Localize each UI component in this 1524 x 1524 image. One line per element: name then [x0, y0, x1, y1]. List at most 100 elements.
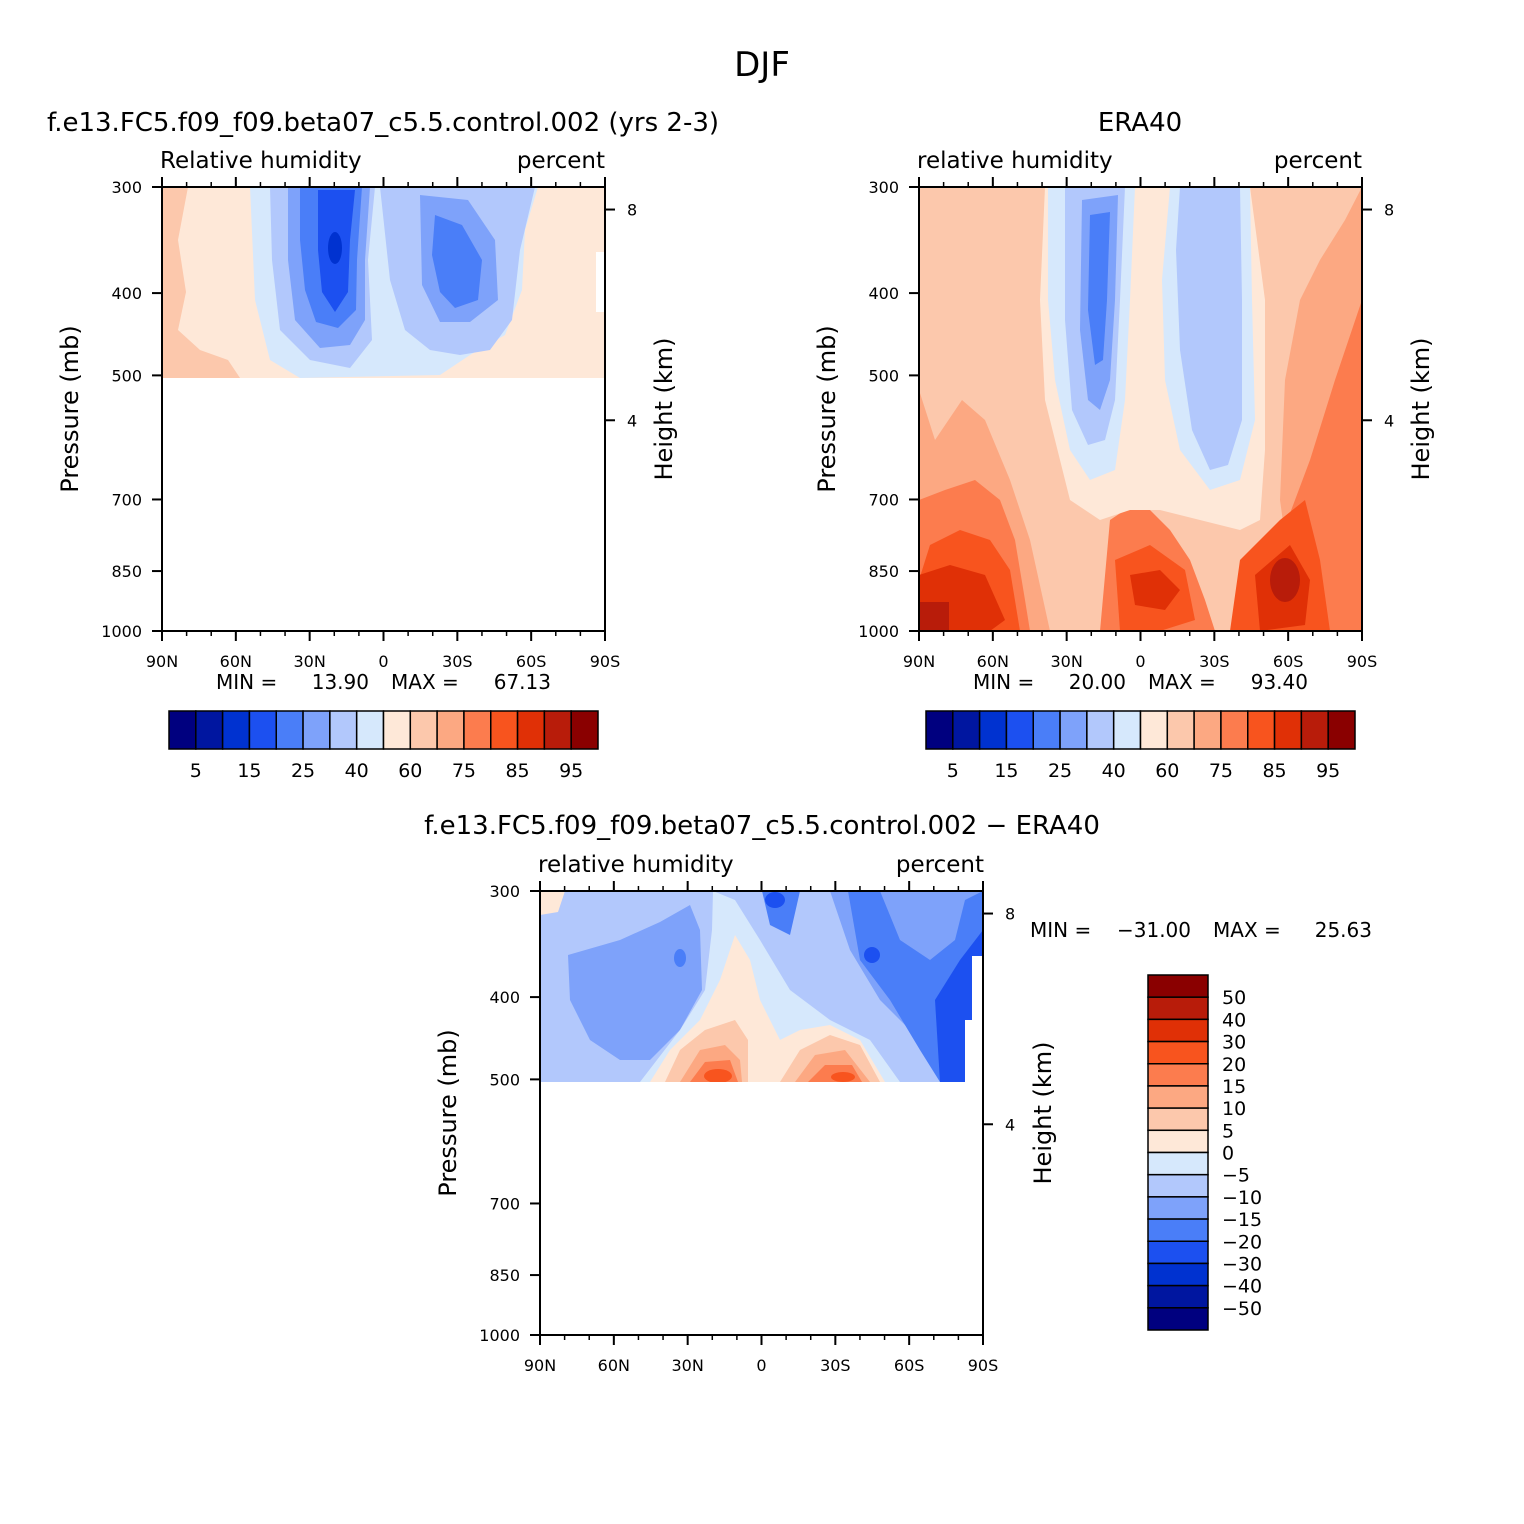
y-tick-label: 700 [111, 490, 142, 509]
contour-band [919, 602, 949, 631]
panel-diff-ticks: 90N 60N 30N 0 30S 60S 90S 300 400 500 700 850 1000 8 4 [479, 881, 1015, 1375]
contour-band [432, 215, 482, 308]
panel-obs-left-label: relative humidity [917, 148, 1113, 174]
colorbar-label: 20 [1222, 1054, 1246, 1076]
missing-data-strip [965, 1020, 983, 1082]
panel-obs-max-label: MAX = [1148, 670, 1216, 694]
colorbar-label: 40 [1222, 1009, 1246, 1031]
colorbar-label: 60 [398, 760, 422, 782]
x-tick-label: 30S [1199, 652, 1230, 671]
panel-diff-min-value: −31.00 [1117, 918, 1191, 942]
panel-diff-max-value: 25.63 [1315, 918, 1372, 942]
colorbar-swatch [543, 710, 572, 750]
colorbar-label: 30 [1222, 1032, 1246, 1054]
x-tick-label: 30S [442, 652, 473, 671]
panel-model: f.e13.FC5.f09_f09.beta07_c5.5.control.00… [47, 108, 719, 782]
colorbar-swatch [1166, 710, 1195, 750]
colorbar-label: 50 [1222, 987, 1246, 1009]
y-tick-label: 400 [489, 988, 520, 1007]
x-tick-label: 60S [516, 652, 547, 671]
contour-band [328, 232, 342, 264]
y-tick-label: 850 [489, 1266, 520, 1285]
contour-band [1130, 570, 1180, 610]
colorbar-swatch [952, 710, 981, 750]
panel-diff: f.e13.FC5.f09_f09.beta07_c5.5.control.00… [424, 811, 1372, 1375]
colorbar-swatch [168, 710, 197, 750]
x-tick-label: 0 [378, 652, 388, 671]
colorbar-swatch [463, 710, 492, 750]
panel-model-min-label: MIN = [216, 670, 277, 694]
panel-obs-field [919, 187, 1362, 631]
colorbar-label: 10 [1222, 1098, 1246, 1120]
colorbar-label: 40 [345, 760, 369, 782]
y2-tick-label: 4 [627, 411, 637, 430]
colorbar-swatch [1086, 710, 1115, 750]
y-tick-label: 300 [868, 178, 899, 197]
colorbar-swatch [1059, 710, 1088, 750]
colorbar-swatch [1032, 710, 1061, 750]
x-tick-label: 90N [524, 1356, 556, 1375]
colorbar-swatch [1147, 1129, 1209, 1154]
colorbar-swatch [1220, 710, 1249, 750]
contour-band [704, 1069, 732, 1083]
panel-model-colorbar: 5 15 25 40 60 75 85 95 [168, 710, 599, 782]
colorbar-label: 5 [947, 760, 959, 782]
colorbar-swatch [1147, 1284, 1209, 1309]
x-tick-label: 0 [756, 1356, 766, 1375]
colorbar-swatch [1147, 1173, 1209, 1198]
colorbar-swatch [1147, 1040, 1209, 1065]
contour-band [674, 949, 686, 967]
colorbar-label: 40 [1102, 760, 1126, 782]
colorbar-swatch [490, 710, 519, 750]
x-tick-label: 90N [903, 652, 935, 671]
colorbar-label: 95 [1316, 760, 1340, 782]
contour-band [540, 891, 565, 915]
y-tick-label: 300 [111, 178, 142, 197]
colorbar-swatch [221, 710, 251, 750]
colorbar-swatch [1147, 1063, 1209, 1087]
colorbar-label: 95 [559, 760, 583, 782]
y-tick-label: 300 [489, 882, 520, 901]
panel-model-y-label: Pressure (mb) [56, 325, 84, 492]
contour-band [864, 947, 880, 963]
panel-diff-y2-label: Height (km) [1029, 1042, 1057, 1185]
colorbar-swatch [570, 710, 599, 750]
missing-data-area [162, 378, 605, 631]
colorbar-swatch [409, 710, 438, 750]
panel-model-ticks: 90N 60N 30N 0 30S 60S 90S 300 400 500 700 850 1000 8 4 [101, 177, 637, 671]
colorbar-swatch [1327, 710, 1356, 750]
y2-tick-label: 8 [1005, 905, 1015, 924]
colorbar-label: 15 [237, 760, 261, 782]
y-tick-label: 850 [111, 562, 142, 581]
panel-model-right-label: percent [517, 148, 605, 174]
colorbar-swatch [978, 710, 1008, 750]
x-tick-label: 30N [1051, 652, 1083, 671]
panel-obs-ticks: 90N 60N 30N 0 30S 60S 90S 300 400 500 700 850 1000 8 4 [858, 177, 1394, 671]
panel-obs-y-label: Pressure (mb) [813, 325, 841, 492]
colorbar-swatch [355, 710, 385, 750]
colorbar-label: −30 [1222, 1253, 1262, 1275]
y-tick-label: 500 [111, 366, 142, 385]
y2-tick-label: 4 [1384, 411, 1394, 430]
x-tick-label: 60S [1273, 652, 1304, 671]
colorbar-swatch [516, 710, 546, 750]
panel-obs: ERA40 relative humidity percent [813, 108, 1435, 782]
contour-band [765, 892, 785, 908]
panel-obs-colorbar: 5 15 25 40 60 75 85 95 [925, 710, 1356, 782]
x-tick-label: 90S [590, 652, 621, 671]
colorbar-label: 5 [1222, 1120, 1234, 1142]
colorbar-label: −15 [1222, 1209, 1262, 1231]
colorbar-swatch [1005, 710, 1034, 750]
colorbar-swatch [1147, 1018, 1209, 1043]
panel-diff-right-label: percent [896, 852, 984, 878]
contour-band [568, 905, 702, 1060]
colorbar-swatch [1273, 710, 1303, 750]
panel-obs-min-label: MIN = [973, 670, 1034, 694]
colorbar-swatch [1147, 1085, 1209, 1109]
colorbar-label: 5 [190, 760, 202, 782]
colorbar-swatch [436, 710, 465, 750]
contour-band [831, 1072, 855, 1082]
colorbar-label: −50 [1222, 1298, 1262, 1320]
